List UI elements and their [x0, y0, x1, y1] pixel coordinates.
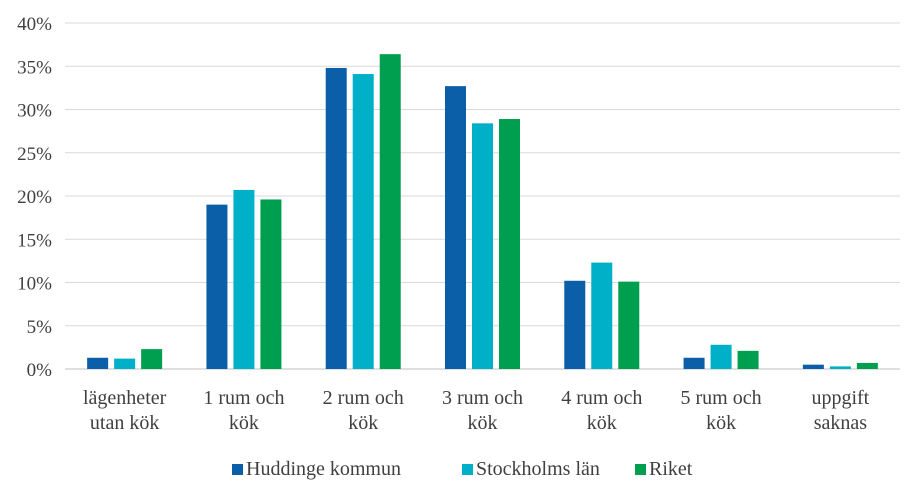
- bar: [472, 123, 493, 369]
- x-category-label: 5 rum och: [681, 387, 762, 409]
- bar: [445, 86, 466, 370]
- x-category-label: kök: [468, 412, 498, 434]
- bar: [591, 262, 613, 369]
- y-tick-label: 20%: [17, 187, 52, 208]
- bar: [710, 344, 732, 369]
- x-axis-category-labels: lägenheter utan kök 1 rum och kök 2 rum och k…: [83, 387, 870, 434]
- legend-label: Huddinge kommun: [246, 458, 401, 480]
- legend-swatch: [462, 464, 473, 475]
- bar: [206, 204, 228, 369]
- y-tick-label: 0%: [27, 360, 53, 381]
- bar: [352, 74, 374, 369]
- x-category-label: kök: [587, 412, 617, 434]
- bar: [737, 350, 759, 369]
- y-axis-tick-labels: 0% 5% 10% 15% 20% 25% 30% 35% 40%: [17, 14, 52, 381]
- bar: [618, 281, 640, 369]
- x-category-label: lägenheter: [83, 387, 167, 409]
- bar: [260, 199, 282, 369]
- x-category-label: kök: [706, 412, 736, 434]
- x-category-label: saknas: [814, 412, 868, 434]
- bar: [499, 119, 520, 369]
- bar: [379, 54, 401, 369]
- bar: [141, 349, 163, 369]
- y-tick-label: 30%: [17, 101, 52, 122]
- x-category-label: utan kök: [90, 412, 159, 434]
- bar: [856, 362, 878, 369]
- y-tick-label: 15%: [17, 230, 52, 251]
- y-tick-label: 25%: [17, 144, 52, 165]
- bar: [802, 364, 824, 369]
- bars: [87, 54, 878, 370]
- bar: [114, 358, 136, 369]
- y-tick-label: 5%: [27, 317, 53, 338]
- bar: [829, 366, 851, 369]
- bar: [564, 280, 586, 369]
- y-tick-label: 35%: [17, 57, 52, 78]
- legend: Huddinge kommun Stockholms län Riket: [232, 458, 693, 480]
- bar: [325, 67, 347, 369]
- x-category-label: kök: [229, 412, 259, 434]
- legend-label: Riket: [649, 458, 693, 480]
- bar: [233, 189, 255, 369]
- legend-label: Stockholms län: [476, 458, 600, 480]
- x-category-label: 3 rum och: [442, 387, 523, 409]
- x-category-label: 2 rum och: [323, 387, 404, 409]
- bar: [87, 357, 109, 369]
- x-category-label: kök: [348, 412, 378, 434]
- legend-swatch: [635, 464, 646, 475]
- legend-swatch: [232, 464, 243, 475]
- y-tick-label: 40%: [17, 14, 52, 35]
- bar: [683, 357, 705, 369]
- y-tick-label: 10%: [17, 274, 52, 295]
- x-category-label: 4 rum och: [561, 387, 642, 409]
- x-category-label: uppgift: [811, 387, 869, 409]
- x-category-label: 1 rum och: [203, 387, 284, 409]
